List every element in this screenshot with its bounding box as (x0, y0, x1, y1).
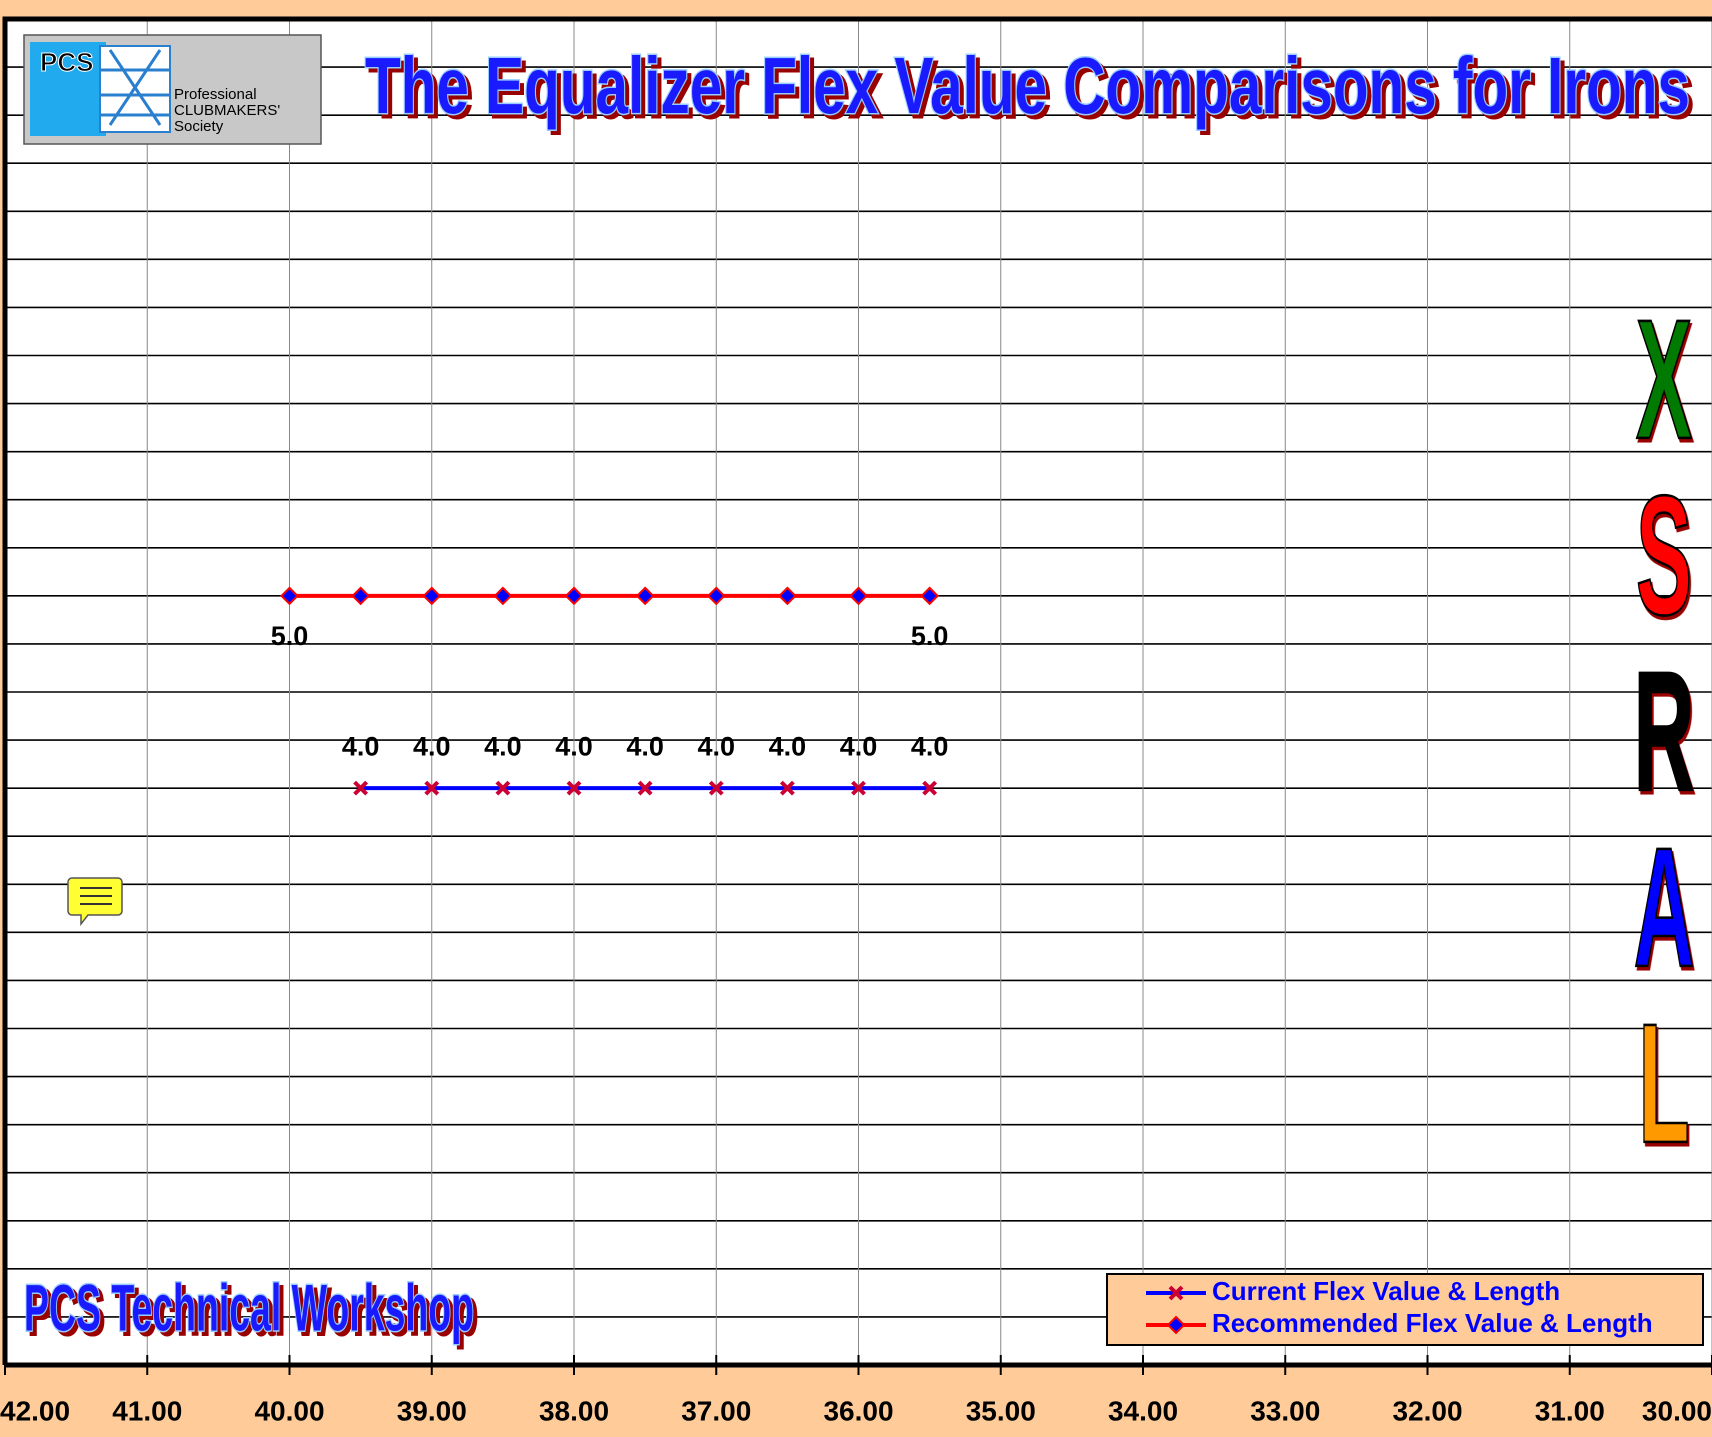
flex-letter: S (1636, 462, 1692, 651)
x-tick-label: 41.00 (112, 1395, 182, 1426)
logo-line: Society (174, 118, 224, 135)
x-tick-label: 36.00 (823, 1395, 893, 1426)
logo: PCS Professional CLUBMAKERS' Society (23, 34, 322, 145)
marker (706, 586, 726, 606)
marker (851, 780, 866, 796)
data-label: 4.0 (911, 731, 949, 761)
x-tick-label: 42.00 (0, 1395, 70, 1426)
marker (922, 780, 938, 796)
marker (564, 586, 584, 606)
marker (495, 780, 511, 796)
logo-line: Professional (174, 86, 257, 103)
data-label: 5.0 (271, 621, 309, 651)
data-label: 4.0 (769, 731, 807, 761)
legend-marker (1166, 1315, 1186, 1335)
marker (708, 780, 724, 796)
logo-mark: PCS (40, 47, 93, 77)
x-tick-label: 37.00 (681, 1395, 751, 1426)
logo-emblem (100, 49, 170, 126)
data-label: 4.0 (413, 731, 451, 761)
marker (566, 780, 582, 796)
plot-frame (2, 16, 1712, 1365)
subtitle: PCS Technical Workshop (24, 1270, 474, 1344)
legend-marker (1168, 1285, 1184, 1301)
x-tick-label: 39.00 (397, 1395, 467, 1426)
x-tick-label: 34.00 (1108, 1395, 1178, 1426)
chart-title: The Equalizer Flex Value Comparisons for… (365, 41, 1690, 130)
data-label: 4.0 (626, 731, 664, 761)
marker (424, 780, 440, 796)
x-tick-label: 31.00 (1535, 1395, 1605, 1426)
flex-letter: L (1638, 990, 1689, 1179)
x-tick-label: 38.00 (539, 1395, 609, 1426)
flex-letter: A (1634, 814, 1695, 1003)
data-label: 5.0 (911, 621, 949, 651)
legend-box (1106, 1273, 1704, 1346)
marker (353, 780, 369, 796)
data-label: 4.0 (697, 731, 735, 761)
x-tick-label: 32.00 (1392, 1395, 1462, 1426)
marker (422, 586, 442, 606)
logo-line: CLUBMAKERS' (174, 102, 280, 119)
marker (635, 586, 655, 606)
marks: 4.0 4.0 4.0 4.0 4.0 4.0 4.0 4.0 4.0 5.0 5.0 (271, 586, 949, 796)
data-label: 4.0 (484, 731, 522, 761)
flex-letter: X (1636, 286, 1692, 475)
marker (920, 586, 940, 606)
marker (777, 586, 797, 606)
x-tick-label: 40.00 (254, 1395, 324, 1426)
comment-icon (67, 877, 123, 927)
marker (280, 586, 299, 606)
x-tick-label: 35.00 (966, 1395, 1036, 1426)
data-label: 4.0 (555, 731, 593, 761)
marker (779, 780, 795, 796)
data-label: 4.0 (840, 731, 878, 761)
legend-label: Recommended Flex Value & Length (1212, 1308, 1653, 1338)
x-tick-label: 30.00 (1642, 1395, 1712, 1426)
marker (637, 780, 653, 796)
logo-block (30, 42, 106, 136)
marker (849, 586, 868, 606)
marker (493, 586, 513, 606)
marker (351, 586, 371, 606)
flex-letter: R (1634, 638, 1695, 827)
x-tick-label: 33.00 (1250, 1395, 1320, 1426)
data-label: 4.0 (342, 731, 380, 761)
legend-label: Current Flex Value & Length (1212, 1276, 1560, 1306)
grid (4, 18, 1712, 1366)
